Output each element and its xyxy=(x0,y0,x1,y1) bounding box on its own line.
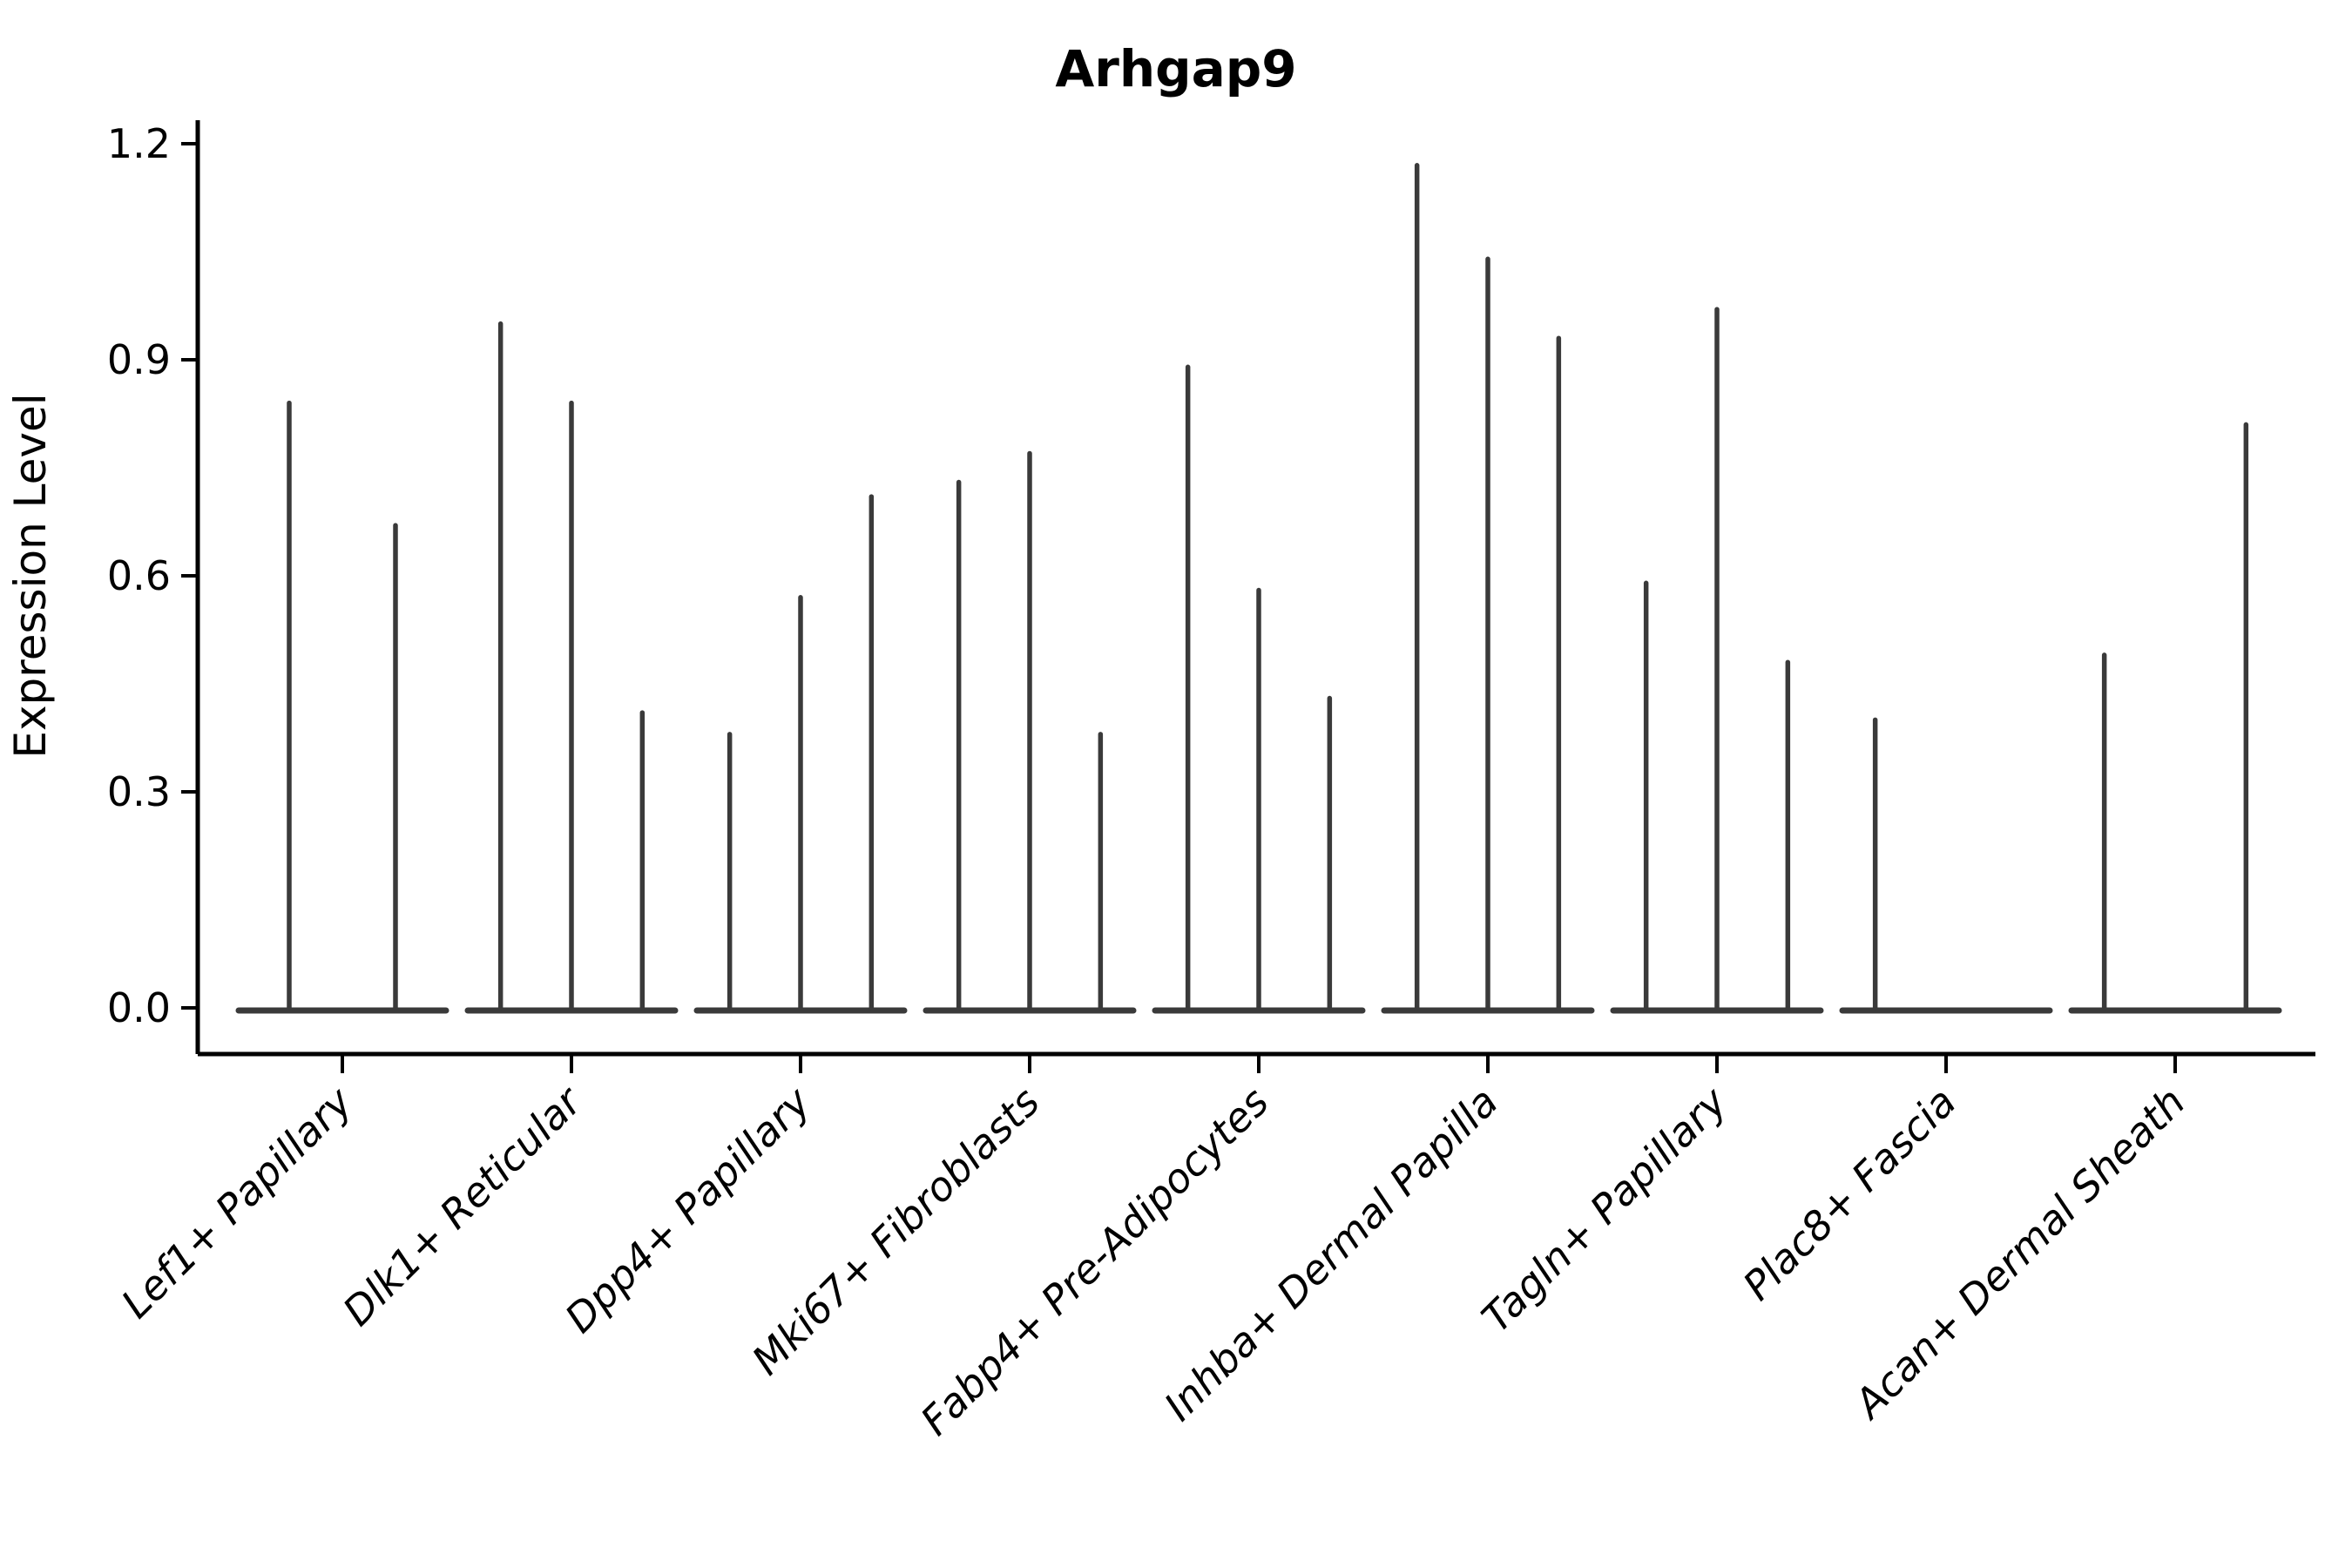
x-tick-label: Dpp4+ Papillary xyxy=(556,1078,820,1342)
x-tick-label: Dlk1+ Reticular xyxy=(334,1076,592,1335)
violin-group-3 xyxy=(693,494,908,1014)
violin-group-8 xyxy=(1839,717,2053,1014)
violin-group-5 xyxy=(1152,364,1366,1014)
violins-layer xyxy=(235,163,2282,1014)
y-tick-label: 0.3 xyxy=(107,768,171,815)
x-tick-label: Lef1+ Papillary xyxy=(112,1078,362,1327)
y-tick-label: 1.2 xyxy=(107,120,171,167)
plot-title: Arhgap9 xyxy=(1055,39,1296,98)
x-tick-label: Tagln+ Papillary xyxy=(1472,1078,1736,1342)
y-tick-label: 0.9 xyxy=(107,336,171,383)
violin-group-9 xyxy=(2068,422,2282,1014)
y-tick-label: 0.0 xyxy=(107,984,171,1031)
violin-group-4 xyxy=(923,450,1137,1014)
violin-group-1 xyxy=(235,400,449,1014)
violin-group-6 xyxy=(1381,163,1595,1014)
x-tick-label: Plac8+ Fascia xyxy=(1734,1078,1964,1309)
y-tick-label: 0.6 xyxy=(107,552,171,599)
y-axis-label: Expression Level xyxy=(5,393,56,758)
violin-group-2 xyxy=(464,321,679,1014)
violin-group-7 xyxy=(1610,307,1824,1014)
